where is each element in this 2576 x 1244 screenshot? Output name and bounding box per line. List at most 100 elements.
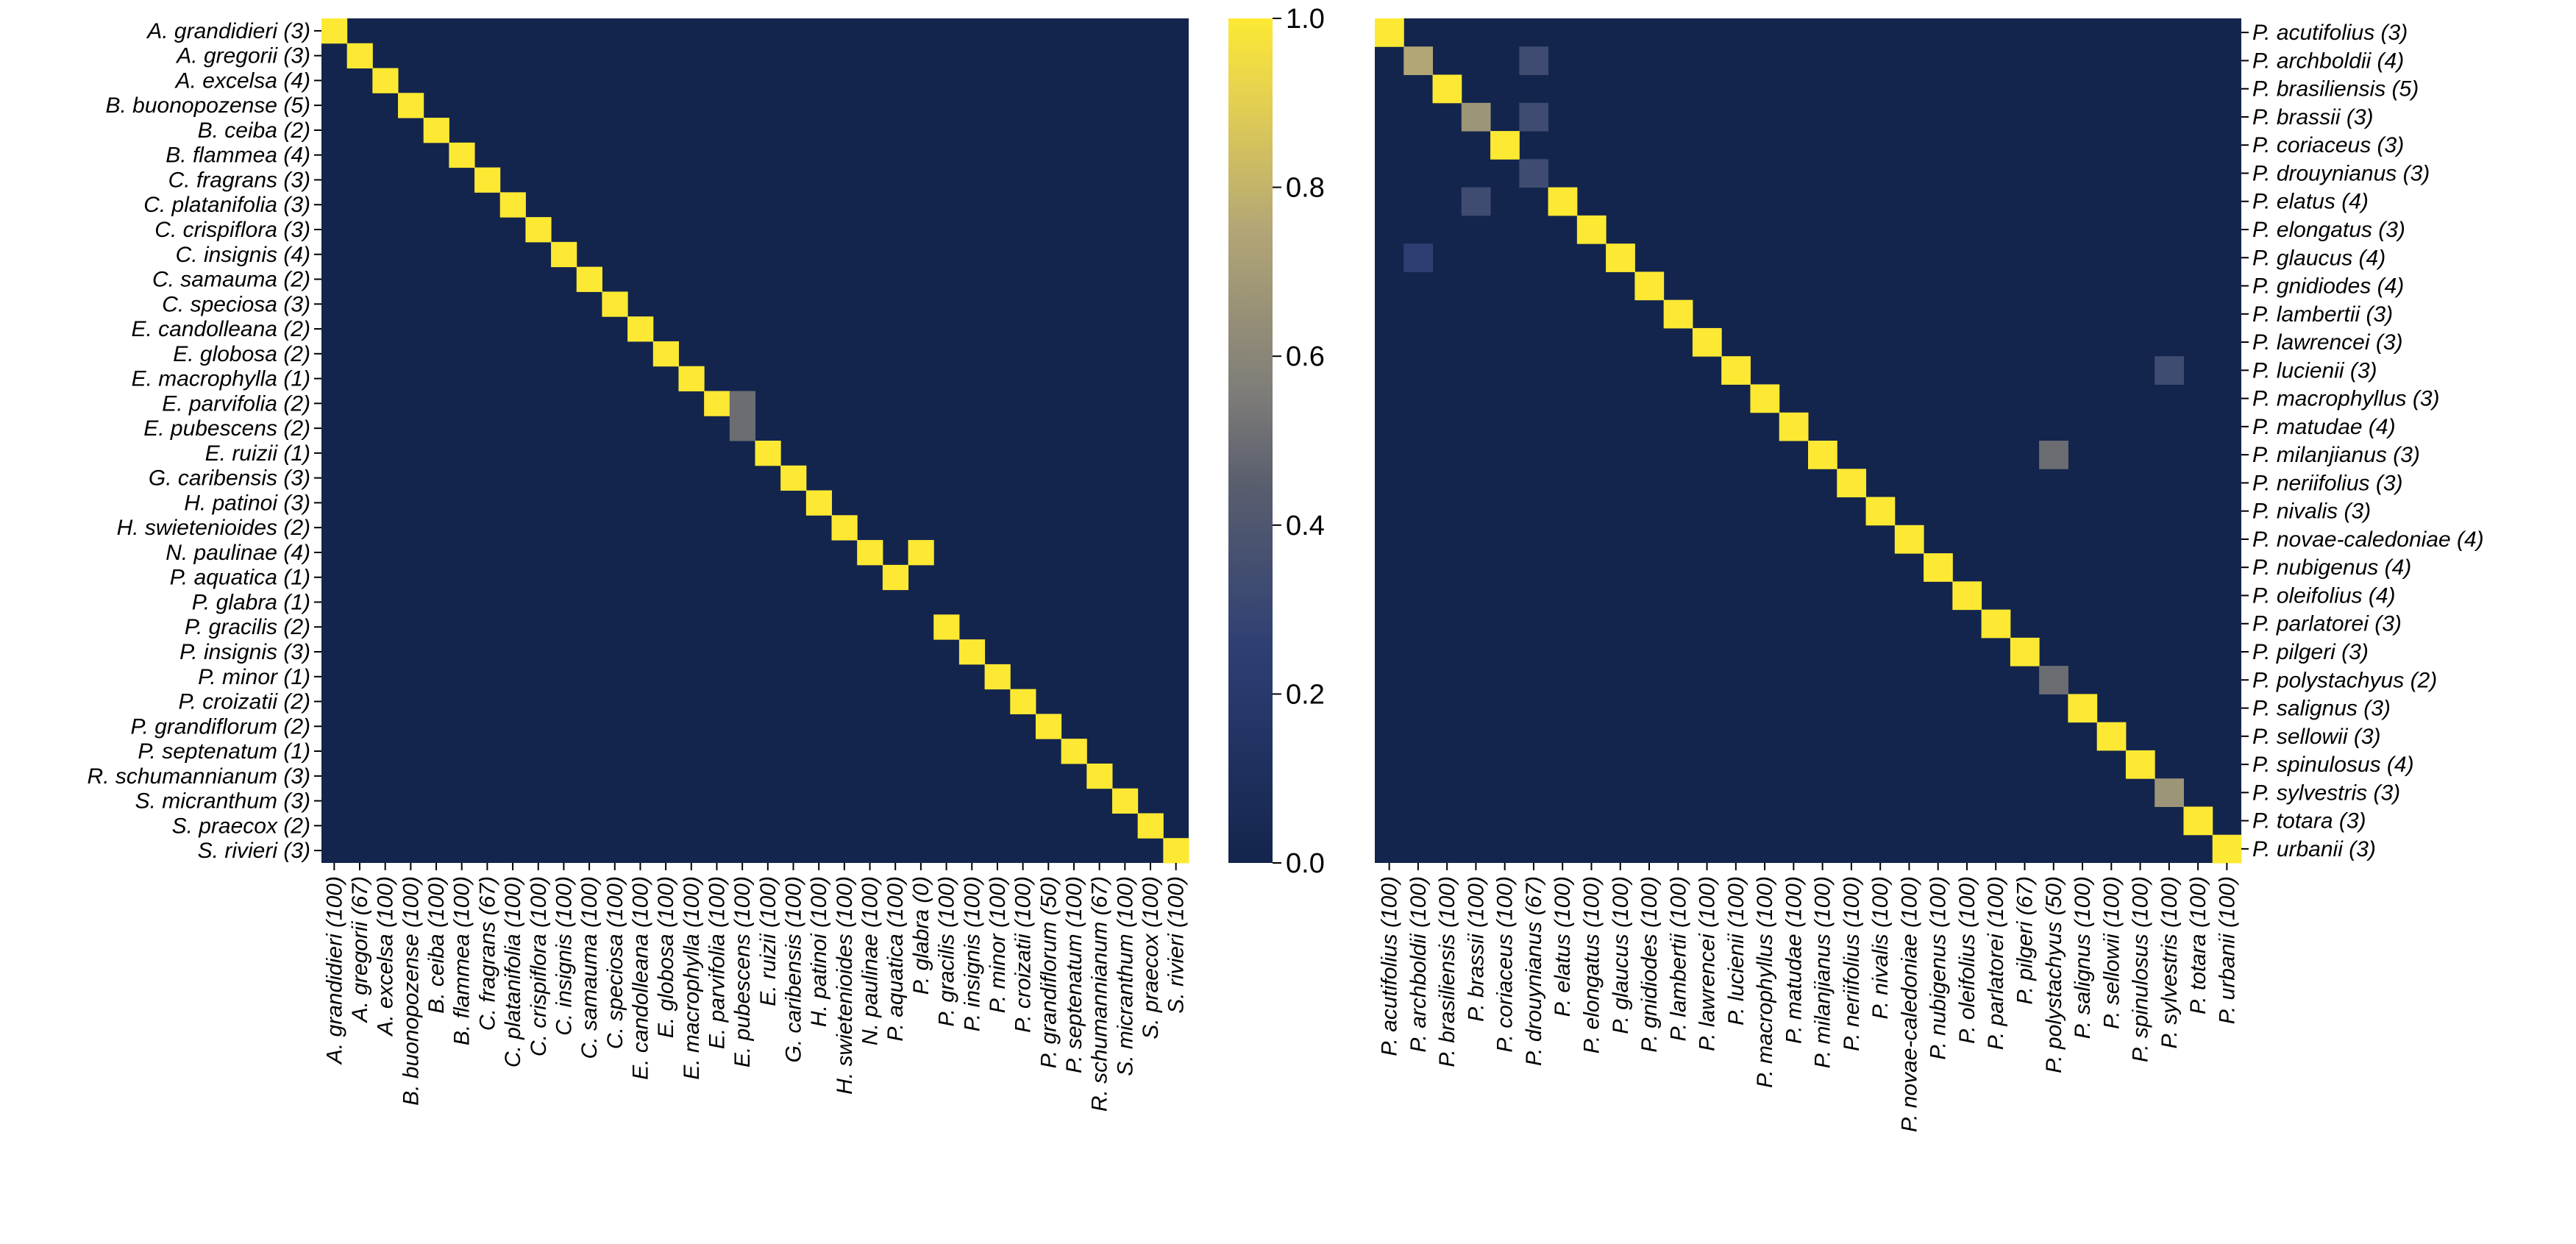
row-label: P. pilgeri (3) bbox=[2252, 640, 2369, 664]
heatmap-cell bbox=[1865, 497, 1896, 526]
row-label: P. spinulosus (4) bbox=[2252, 753, 2414, 777]
column-label: P. salignus (100) bbox=[2071, 876, 2095, 1039]
heatmap-cell bbox=[2039, 441, 2068, 469]
heatmap-cell bbox=[1519, 46, 1549, 76]
heatmap-cell bbox=[1634, 271, 1665, 301]
row-label: P. urbanii (3) bbox=[2252, 837, 2376, 861]
row-label: P. sylvestris (3) bbox=[2252, 781, 2400, 805]
column-label: C. speciosa (100) bbox=[603, 876, 627, 1049]
heatmap-cell bbox=[551, 241, 577, 268]
row-label: P. lawrencei (3) bbox=[2252, 330, 2403, 355]
row-label: S. micranthum (3) bbox=[135, 789, 310, 814]
row-label: P. insignis (3) bbox=[179, 640, 310, 664]
column-label: G. caribensis (100) bbox=[782, 876, 806, 1062]
column-label: P. novae-caledoniae (100) bbox=[1897, 876, 1921, 1132]
heatmap-cell bbox=[2155, 356, 2184, 385]
row-label: B. buonopozense (5) bbox=[105, 93, 310, 118]
row-label: E. macrophylla (1) bbox=[132, 367, 310, 391]
heatmap-cell bbox=[1086, 763, 1113, 789]
row-label: C. samauma (2) bbox=[152, 268, 310, 292]
column-label: P. urbanii (100) bbox=[2215, 876, 2239, 1024]
heatmap-cell bbox=[831, 515, 858, 541]
column-label: P. elatus (100) bbox=[1551, 876, 1575, 1017]
heatmap-cell bbox=[729, 416, 755, 441]
row-label: P. drouynianus (3) bbox=[2252, 161, 2430, 185]
column-label: E. macrophylla (100) bbox=[680, 876, 704, 1080]
row-label: H. patinoi (3) bbox=[184, 491, 310, 515]
heatmap-cell bbox=[321, 18, 348, 44]
row-label: P. nivalis (3) bbox=[2252, 500, 2371, 524]
heatmap-cell bbox=[729, 391, 755, 416]
column-label: P. nivalis (100) bbox=[1868, 876, 1893, 1020]
heatmap-cell bbox=[984, 664, 1011, 690]
row-label: C. insignis (4) bbox=[176, 243, 310, 267]
column-label: P. sellowii (100) bbox=[2099, 876, 2124, 1029]
heatmap-cell bbox=[755, 441, 781, 466]
heatmap-cell bbox=[652, 341, 679, 367]
column-label: P. minor (100) bbox=[986, 876, 1010, 1013]
row-label: P. totara (3) bbox=[2252, 809, 2366, 834]
column-label: P. elongatus (100) bbox=[1580, 876, 1604, 1053]
row-label: A. grandidieri (3) bbox=[146, 19, 310, 43]
colorbar-tick-label: 0.4 bbox=[1286, 511, 1325, 541]
heatmap-cell bbox=[525, 217, 552, 243]
column-label: P. spinulosus (100) bbox=[2129, 876, 2153, 1062]
column-label: H. patinoi (100) bbox=[807, 876, 831, 1027]
heatmap-cell bbox=[2183, 806, 2213, 836]
heatmap-cell bbox=[372, 68, 399, 93]
column-label: P. aquatica (100) bbox=[883, 876, 908, 1042]
row-label: B. flammea (4) bbox=[166, 143, 310, 168]
row-label: R. schumannianum (3) bbox=[88, 764, 310, 789]
heatmap-cell bbox=[1111, 788, 1139, 814]
heatmap-cell bbox=[1375, 18, 1404, 47]
heatmap-cell bbox=[1981, 609, 2011, 639]
heatmap-cell bbox=[1606, 244, 1635, 272]
column-label: A. gregorii (67) bbox=[348, 876, 372, 1023]
heatmap-cell bbox=[1061, 739, 1087, 764]
column-label: C. insignis (100) bbox=[552, 876, 576, 1036]
row-label: P. lucienii (3) bbox=[2252, 358, 2377, 383]
column-label: P. sylvestris (100) bbox=[2157, 876, 2182, 1049]
row-label: E. globosa (2) bbox=[173, 342, 310, 366]
column-label: P. glabra (0) bbox=[909, 876, 933, 995]
row-label: P. acutifolius (3) bbox=[2252, 21, 2408, 45]
column-label: S. praecox (100) bbox=[1139, 876, 1163, 1039]
heatmap-cell bbox=[1432, 74, 1462, 104]
heatmap-cell bbox=[958, 639, 986, 665]
colorbar-tick-label: 0.6 bbox=[1286, 341, 1325, 372]
column-label: P. milanjianus (100) bbox=[1811, 876, 1835, 1068]
column-label: P. insignis (100) bbox=[960, 876, 984, 1031]
column-label: E. pubescens (100) bbox=[730, 876, 755, 1067]
row-label: C. platanifolia (3) bbox=[143, 193, 310, 217]
heatmap-cell bbox=[423, 118, 449, 143]
row-label: P. coriaceus (3) bbox=[2252, 133, 2404, 157]
column-label: P. pilgeri (67) bbox=[2013, 876, 2038, 1005]
column-label: C. platanifolia (100) bbox=[501, 876, 525, 1067]
row-label: P. archboldii (4) bbox=[2252, 49, 2404, 73]
column-label: P. parlatorei (100) bbox=[1984, 876, 2008, 1050]
column-label: P. acutifolius (100) bbox=[1378, 876, 1402, 1056]
heatmap-cell bbox=[449, 142, 475, 168]
row-label: P. matudae (4) bbox=[2252, 415, 2396, 439]
heatmap-right: P. acutifolius (3) P. archboldii (4) P. br… bbox=[1375, 18, 2484, 1132]
heatmap-cell bbox=[1461, 187, 1491, 216]
heatmap-cell bbox=[1403, 244, 1434, 272]
column-label: S. micranthum (100) bbox=[1113, 876, 1137, 1076]
heatmap-cell bbox=[1924, 553, 1953, 582]
heatmap-cell bbox=[1548, 187, 1578, 216]
column-label: P. croizatii (100) bbox=[1011, 876, 1036, 1033]
row-label: C. crispiflora (3) bbox=[154, 218, 310, 242]
column-label: P. oleifolius (100) bbox=[1955, 876, 1979, 1044]
column-label: A. excelsa (100) bbox=[374, 876, 398, 1037]
row-label: P. nubigenus (4) bbox=[2252, 555, 2411, 580]
heatmap-cell bbox=[704, 391, 730, 416]
heatmap-cell bbox=[1461, 102, 1491, 132]
heatmap-cell bbox=[1490, 131, 1520, 160]
row-label: G. caribensis (3) bbox=[149, 466, 310, 491]
heatmap-cell bbox=[857, 540, 883, 566]
heatmap-cell bbox=[933, 614, 960, 640]
heatmap-cell bbox=[1952, 581, 1982, 611]
heatmap-cell bbox=[1576, 215, 1607, 244]
heatmap-cell bbox=[2039, 666, 2068, 694]
